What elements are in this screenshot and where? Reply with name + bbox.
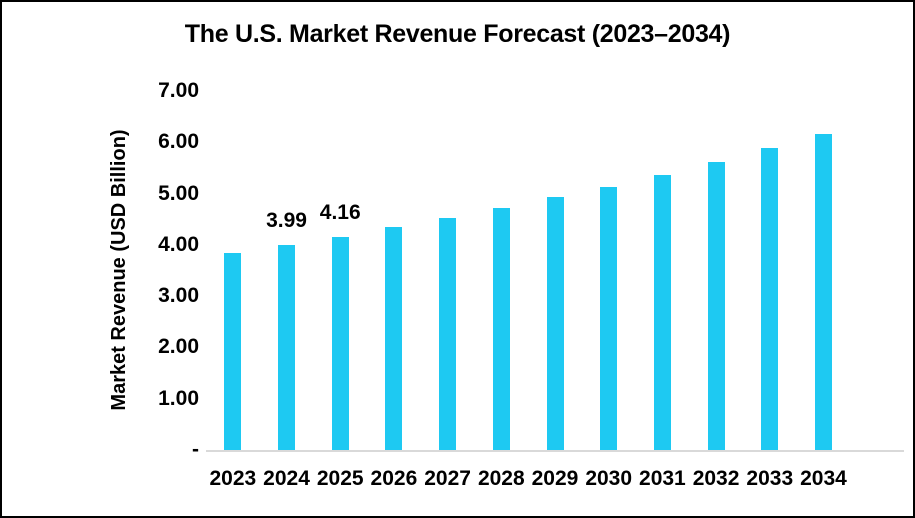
bar-2029 <box>546 197 564 450</box>
x-tick-label-2033: 2033 <box>746 467 794 490</box>
x-tick-label-2028: 2028 <box>477 467 525 490</box>
bar-2030 <box>600 186 618 450</box>
x-tick-label-2025: 2025 <box>316 467 364 490</box>
y-tick-label-0: - <box>192 438 199 461</box>
data-label-2025: 4.16 <box>319 200 361 224</box>
plot-area <box>206 91 904 452</box>
bar-2028 <box>492 207 510 450</box>
y-tick-label-6: 6.00 <box>158 130 199 154</box>
chart-title: The U.S. Market Revenue Forecast (2023–2… <box>184 20 731 48</box>
y-tick-label-1: 1.00 <box>158 386 199 410</box>
bar-2025 <box>331 236 349 450</box>
bar-2034 <box>814 134 832 450</box>
x-tick-label-2027: 2027 <box>424 467 471 490</box>
x-tick-label-2024: 2024 <box>263 467 310 490</box>
x-tick-label-2034: 2034 <box>800 467 847 490</box>
bar-2026 <box>385 227 403 450</box>
bar-2032 <box>707 162 725 450</box>
x-tick-label-2029: 2029 <box>531 467 579 490</box>
y-tick-label-4: 4.00 <box>158 232 199 256</box>
bar-2023 <box>224 253 242 450</box>
x-tick-label-2023: 2023 <box>209 467 257 490</box>
y-tick-label-5: 5.00 <box>158 181 199 205</box>
x-tick-label-2030: 2030 <box>585 467 633 490</box>
y-tick-label-2: 2.00 <box>158 335 199 359</box>
y-tick-label-7: 7.00 <box>158 79 199 102</box>
x-tick-label-2026: 2026 <box>370 467 418 490</box>
x-tick-label-2031: 2031 <box>639 467 686 490</box>
x-tick-label-2032: 2032 <box>692 467 740 490</box>
bar-2031 <box>653 174 671 450</box>
x-axis-line <box>206 450 904 452</box>
data-label-2024: 3.99 <box>266 209 307 233</box>
y-tick-label-3: 3.00 <box>158 284 199 308</box>
bar-2024 <box>278 245 296 450</box>
bar-2027 <box>439 218 457 450</box>
bar-2033 <box>761 148 779 450</box>
